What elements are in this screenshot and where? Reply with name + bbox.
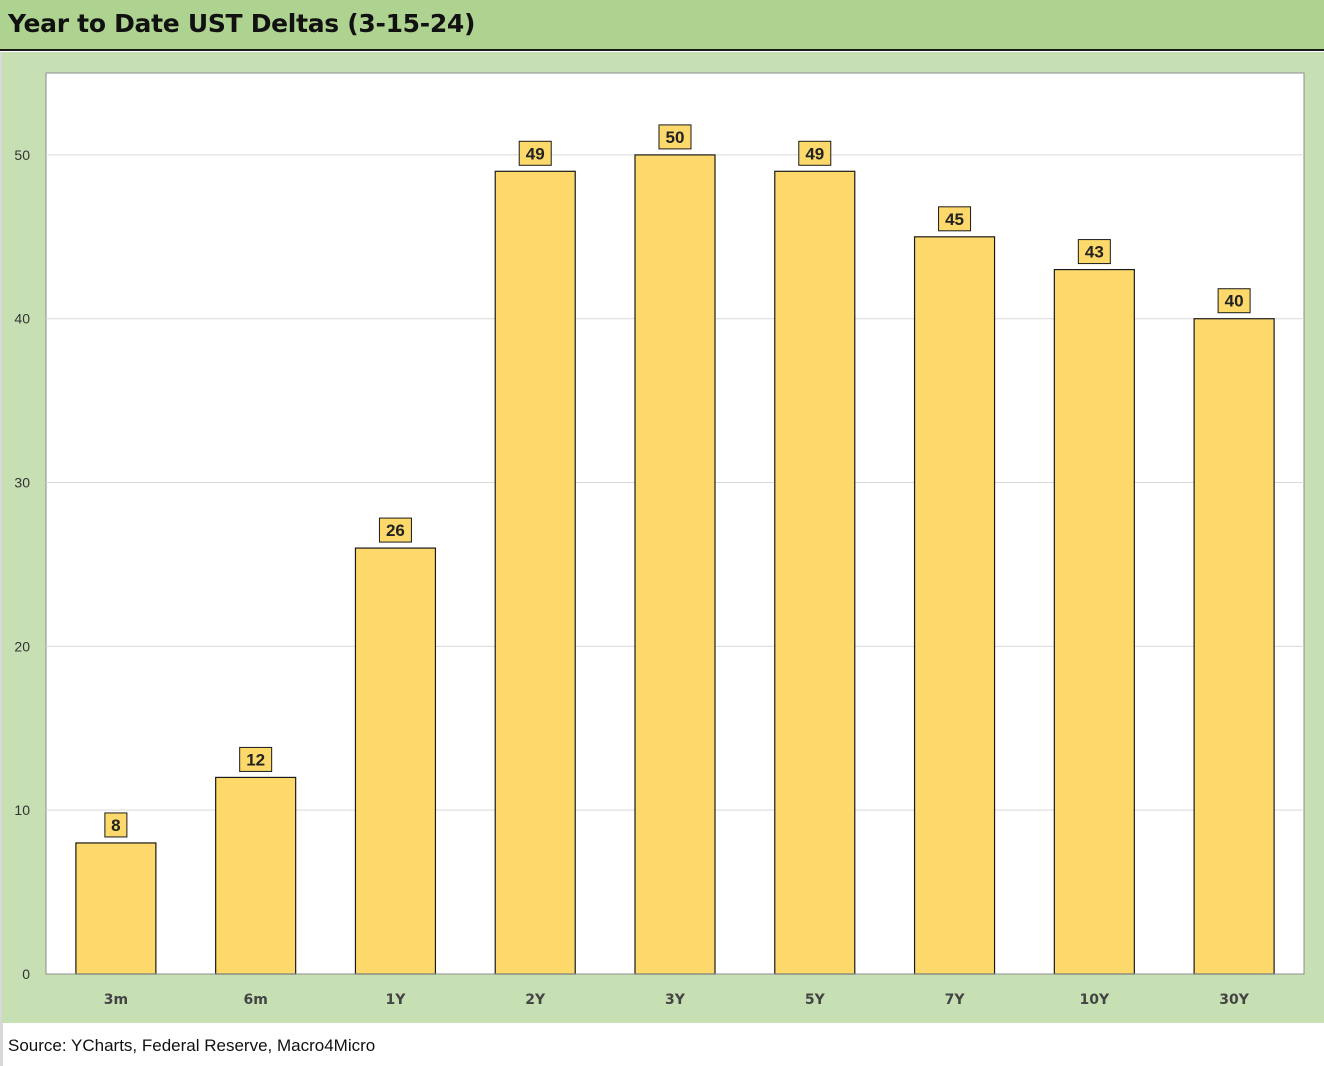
- data-label-box: [104, 812, 128, 838]
- data-label-box: [658, 124, 692, 150]
- x-tick-label: 3Y: [665, 992, 686, 1008]
- data-label: 8: [111, 816, 120, 835]
- y-tick-label: 0: [22, 966, 30, 982]
- y-tick-label: 40: [14, 311, 30, 327]
- data-label: 26: [386, 521, 405, 540]
- x-tick-label: 6m: [243, 992, 267, 1008]
- bar: [913, 236, 996, 975]
- data-label-box: [798, 140, 832, 166]
- bar: [634, 154, 716, 975]
- chart-title: Year to Date UST Deltas (3-15-24): [8, 9, 476, 38]
- data-label-box: [1077, 239, 1111, 265]
- y-tick-label: 10: [14, 802, 30, 818]
- bar: [774, 170, 856, 975]
- data-label: 49: [526, 144, 545, 163]
- x-tick-label: 3m: [104, 992, 128, 1008]
- bar: [1053, 268, 1135, 975]
- data-label-box: [938, 206, 972, 232]
- data-label: 43: [1085, 243, 1104, 262]
- source-note: Source: YCharts, Federal Reserve, Macro4…: [8, 1036, 376, 1055]
- x-tick-label: 10Y: [1080, 992, 1110, 1008]
- data-label: 40: [1225, 292, 1244, 311]
- bar: [494, 170, 576, 975]
- x-tick-label: 30Y: [1219, 992, 1249, 1008]
- data-label-box: [518, 140, 552, 166]
- x-tick-label: 2Y: [525, 992, 546, 1008]
- bar: [75, 842, 157, 975]
- x-tick-label: 1Y: [385, 992, 406, 1008]
- bar-chart: 0 10 20 30 40 50 8 3m 12 6m 26 1Y 49 2Y 50 3Y 49 5Y 45 7Y 43…: [14, 72, 1305, 1008]
- data-label: 50: [666, 128, 685, 147]
- data-label-box: [378, 517, 412, 543]
- bar: [354, 547, 437, 975]
- data-label: 49: [805, 144, 824, 163]
- x-tick-label: 7Y: [945, 992, 966, 1008]
- y-tick-label: 50: [14, 147, 30, 163]
- bar: [1193, 318, 1275, 975]
- title-bar: Year to Date UST Deltas (3-15-24): [0, 0, 1324, 51]
- data-label: 45: [945, 210, 964, 229]
- left-rule: [0, 52, 3, 1066]
- data-label-box: [1217, 288, 1251, 314]
- data-label: 12: [246, 750, 265, 769]
- y-tick-label: 30: [14, 475, 30, 491]
- data-label-box: [239, 746, 273, 772]
- bar: [215, 776, 297, 975]
- chart-area: 0 10 20 30 40 50 8 3m 12 6m 26 1Y 49 2Y 50 3Y 49 5Y 45 7Y 43…: [2, 52, 1324, 1023]
- y-tick-label: 20: [14, 638, 30, 654]
- x-tick-label: 5Y: [805, 992, 826, 1008]
